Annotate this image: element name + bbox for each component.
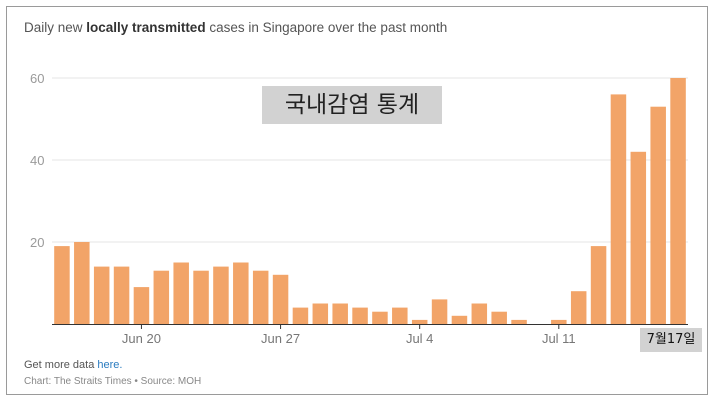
bar: [491, 311, 507, 324]
bar: [193, 270, 209, 324]
bar: [173, 262, 189, 324]
bar: [74, 242, 90, 324]
bar: [590, 246, 607, 324]
bar: [511, 319, 527, 324]
y-tick-label: 40: [30, 153, 44, 168]
bar: [93, 266, 110, 324]
more-data-text: Get more data here.: [24, 359, 123, 371]
source-credit: Chart: The Straits Times • Source: MOH: [24, 376, 202, 387]
x-tick-label: Jul 4: [406, 331, 433, 346]
x-tick-label: Jun 27: [261, 331, 300, 346]
y-tick-label: 60: [30, 71, 44, 86]
bar: [332, 303, 348, 324]
bar: [551, 319, 567, 324]
bar: [610, 94, 627, 325]
bar: [54, 246, 70, 324]
more-data-link[interactable]: here.: [97, 359, 123, 371]
bar: [570, 291, 587, 324]
bar: [670, 78, 686, 324]
bar: [133, 287, 150, 324]
bar: [233, 262, 249, 324]
bar: [431, 299, 448, 324]
bar: [630, 151, 647, 324]
bar: [372, 311, 388, 324]
date-badge: 7월17일: [640, 328, 702, 352]
bar: [113, 266, 130, 324]
bar: [411, 319, 428, 324]
bar: [392, 307, 408, 324]
y-tick-label: 20: [30, 235, 44, 250]
bar: [252, 270, 269, 324]
x-tick-label: Jun 20: [122, 331, 161, 346]
bar: [292, 307, 309, 324]
overlay-label: 국내감염 통계: [262, 86, 442, 124]
x-tick-label: Jul 11: [542, 331, 576, 346]
bar: [272, 274, 289, 324]
bar: [471, 303, 488, 324]
chart-frame: [6, 6, 708, 395]
bar: [153, 270, 170, 324]
bar: [451, 315, 468, 324]
bar: [213, 266, 229, 324]
bar: [650, 106, 666, 324]
chart-title: Daily new locally transmitted cases in S…: [24, 20, 448, 35]
bar: [352, 307, 368, 324]
bar: [312, 303, 329, 324]
